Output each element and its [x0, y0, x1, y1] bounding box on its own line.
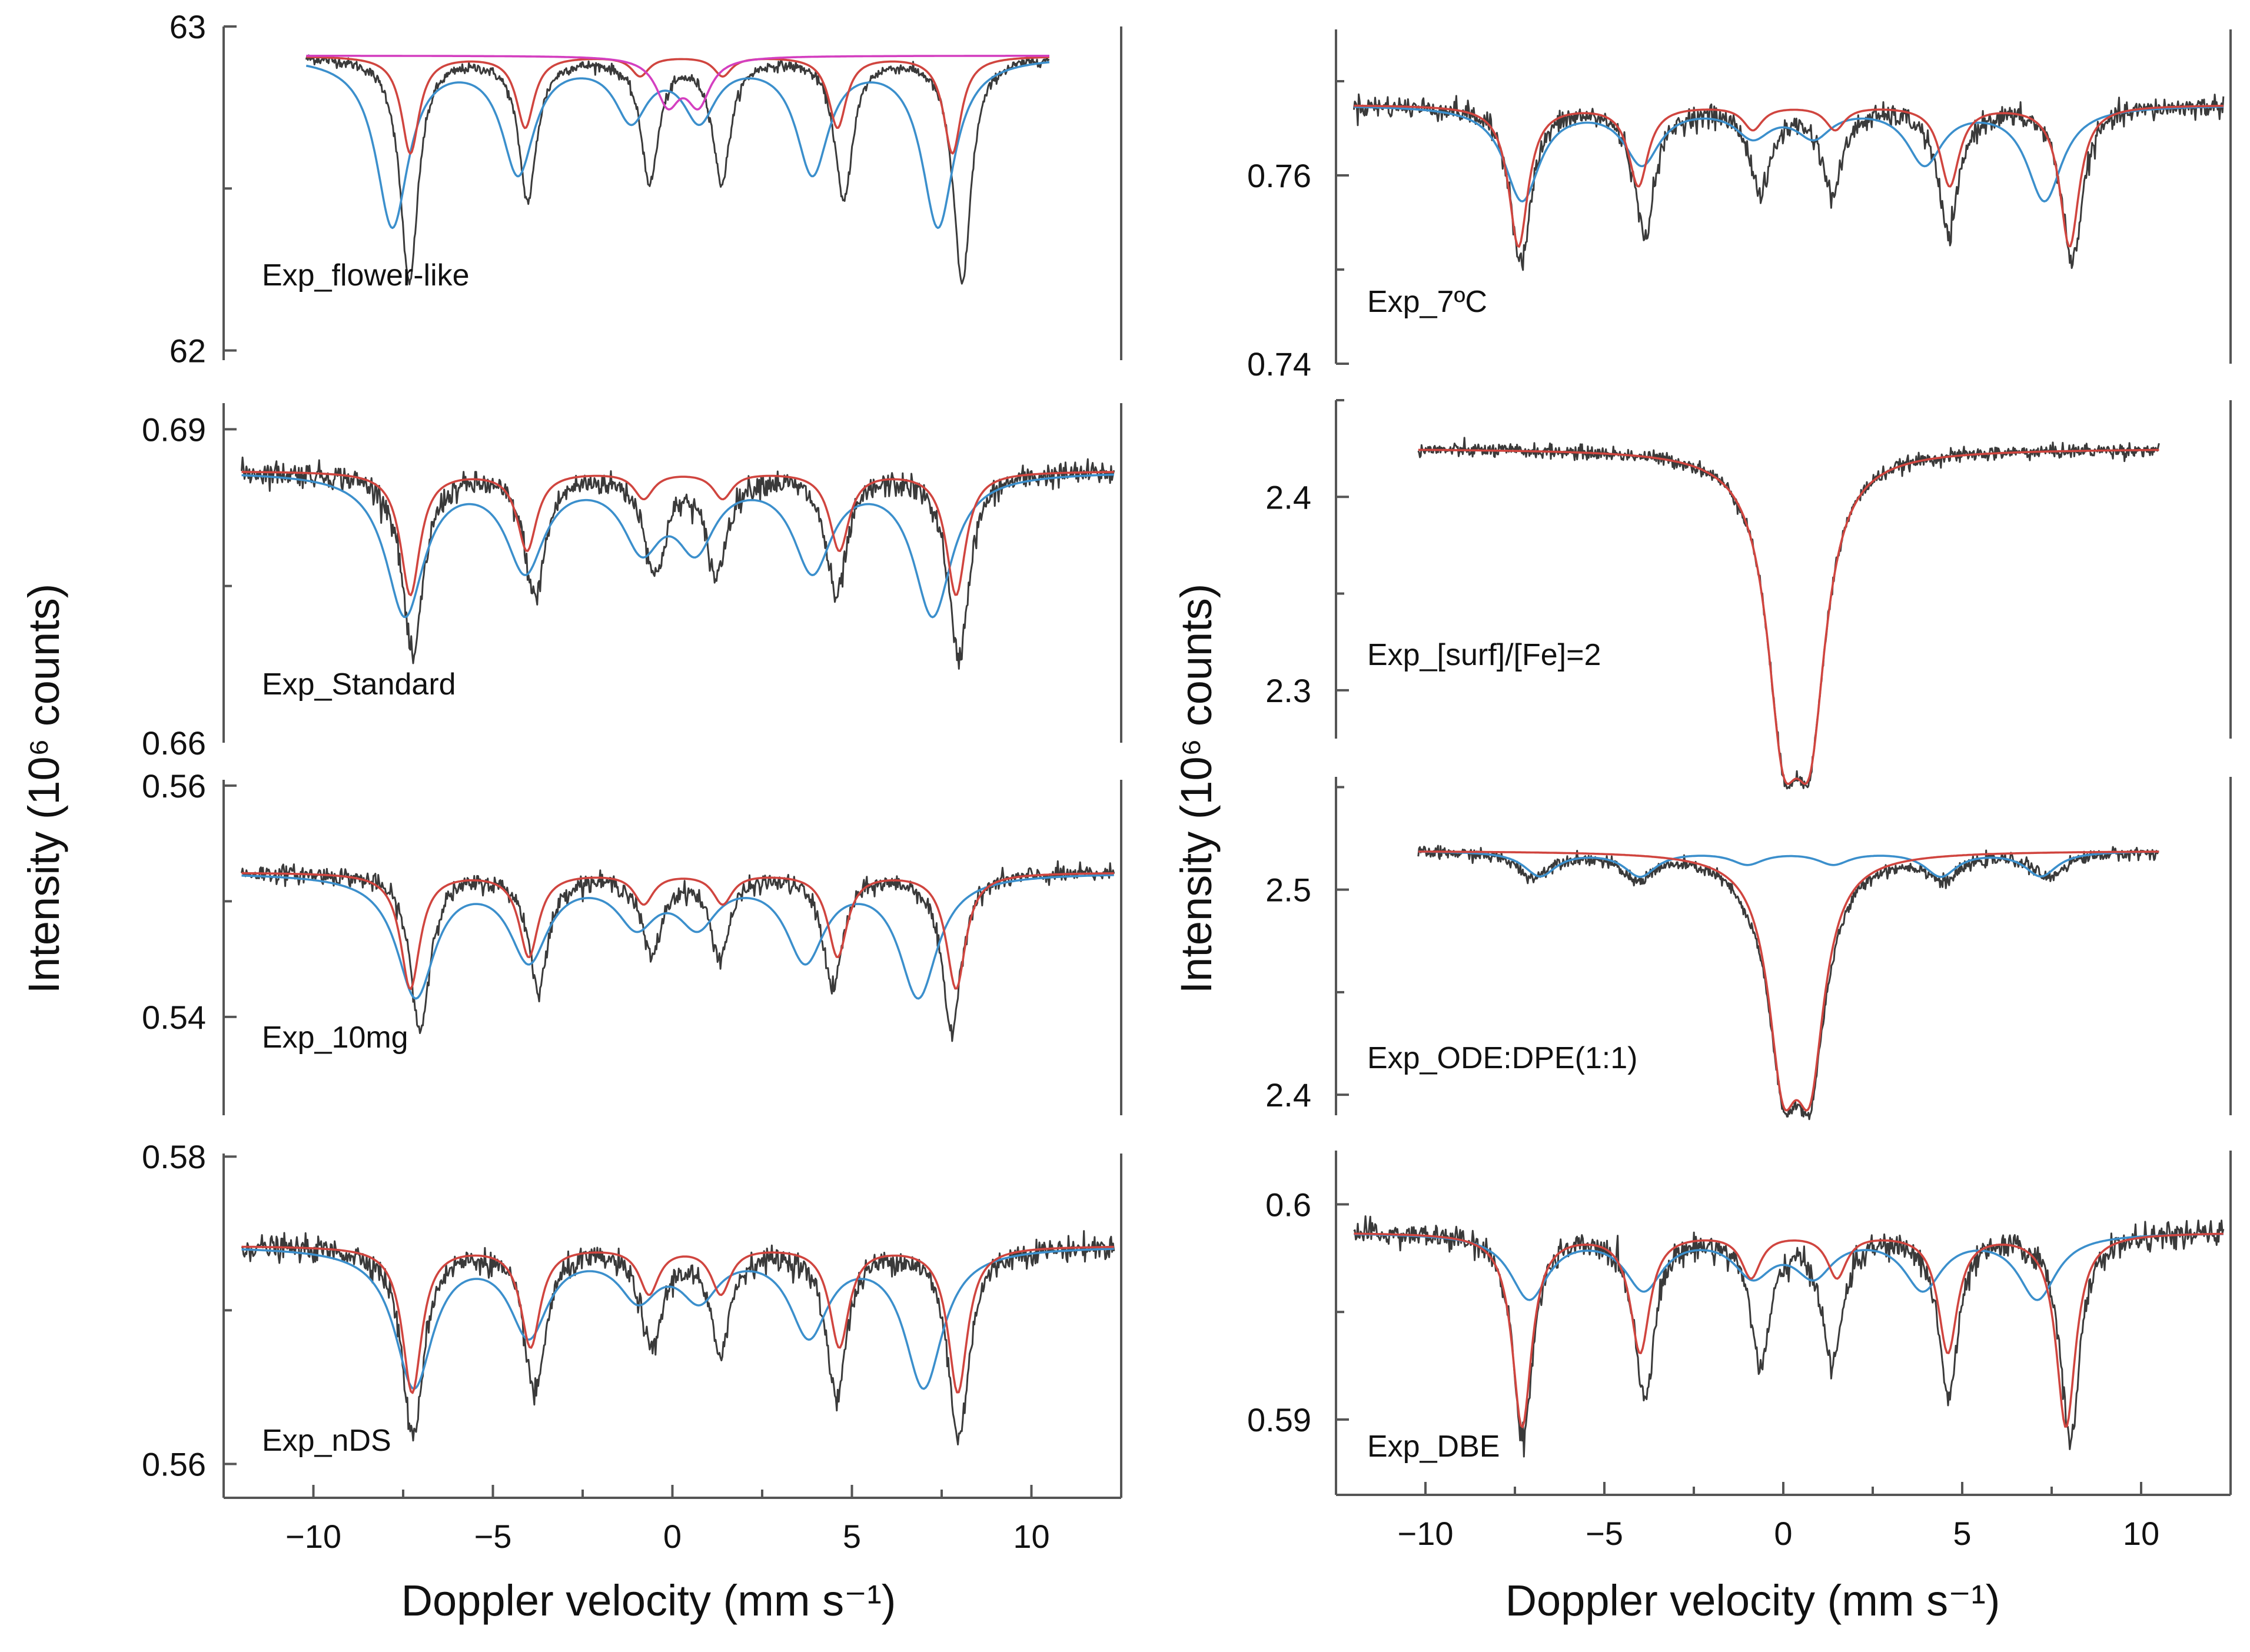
panel-label: Exp_10mg — [262, 1021, 408, 1055]
y-tick-label: 62 — [170, 332, 206, 369]
series-experimental-line — [241, 1230, 1115, 1445]
panel-8: 0.6 0.59 −10 −5 0 5 10 Exp_DBE — [1247, 1151, 2232, 1552]
y-tick-label: 2.4 — [1265, 1076, 1311, 1113]
y-tick-label: 2.3 — [1265, 672, 1311, 709]
panel-label: Exp_ODE:DPE(1:1) — [1367, 1041, 1638, 1075]
x-tick-label: −5 — [474, 1518, 512, 1555]
left-y-axis-title: Intensity (10⁶ counts) — [19, 584, 68, 994]
y-tick-label: 0.59 — [1247, 1401, 1311, 1438]
panel-5: 0.76 0.74 Exp_7ºC — [1247, 29, 2232, 383]
series-sextet-b-line — [1418, 850, 2159, 878]
series-experimental-line — [1353, 1215, 2225, 1458]
panel-1: 63 62 Exp_flower-like — [170, 8, 1122, 369]
panel-3: 0.56 0.54 Exp_10mg — [142, 767, 1122, 1115]
panel-label: Exp_7ºC — [1367, 285, 1487, 319]
x-tick-label: 0 — [663, 1518, 682, 1555]
series-experimental-line — [305, 54, 1050, 285]
y-tick-label: 0.69 — [142, 411, 206, 448]
panel-7: 2.5 2.4 Exp_ODE:DPE(1:1) — [1265, 777, 2232, 1121]
series-sextet-a-line — [241, 471, 1114, 597]
x-tick-label: 5 — [1953, 1515, 1971, 1552]
panel-label: Exp_flower-like — [262, 258, 470, 292]
panel-label: Exp_[surf]/[Fe]=2 — [1367, 638, 1601, 672]
y-tick-label: 0.54 — [142, 999, 206, 1036]
series-sextet-b-line — [1354, 105, 2224, 202]
panel-4: 0.58 0.56 −10 −5 0 5 10 Exp_nDS — [142, 1138, 1122, 1555]
x-tick-label: −10 — [1398, 1515, 1454, 1552]
series-sextet-a-line — [1418, 850, 2159, 1112]
y-tick-label: 0.56 — [142, 1446, 206, 1483]
y-tick-label: 0.76 — [1247, 157, 1311, 194]
series-sextet-b-line — [241, 874, 1114, 1000]
series-doublet-line — [306, 55, 1049, 111]
panel-label: Exp_nDS — [262, 1424, 391, 1458]
x-tick-label: 5 — [843, 1518, 861, 1555]
y-tick-label: 2.5 — [1265, 872, 1311, 909]
series-sextet-b-line — [241, 473, 1114, 619]
series-experimental-line — [1417, 845, 2159, 1121]
series-sextet-a-line — [1354, 104, 2224, 248]
panel-label: Exp_DBE — [1367, 1430, 1500, 1464]
left-x-axis-title: Doppler velocity (mm s⁻¹) — [401, 1576, 896, 1625]
y-tick-label: 63 — [170, 8, 206, 45]
right-y-axis-title: Intensity (10⁶ counts) — [1172, 584, 1221, 994]
y-tick-label: 0.6 — [1265, 1186, 1311, 1223]
x-tick-label: 10 — [1013, 1518, 1049, 1555]
series-sextet-b-line — [241, 1248, 1114, 1390]
x-tick-label: −10 — [285, 1518, 341, 1555]
series-experimental-line — [1417, 437, 2160, 790]
right-x-axis-title: Doppler velocity (mm s⁻¹) — [1505, 1576, 2000, 1625]
panel-6: 2.4 2.3 Exp_[surf]/[Fe]=2 — [1265, 399, 2232, 790]
series-sextet-a-line — [241, 1245, 1114, 1394]
series-sextet-a-line — [241, 872, 1114, 990]
x-tick-label: 10 — [2123, 1515, 2159, 1552]
series-sextet-b-line — [305, 61, 1050, 230]
y-tick-label: 0.66 — [142, 724, 206, 762]
series-sextet-b-line — [1354, 1233, 2224, 1301]
y-tick-label: 0.58 — [142, 1138, 206, 1175]
series-sextet-a-line — [1354, 1232, 2224, 1428]
series-sextet-a-line — [306, 55, 1050, 155]
series-experimental-line — [241, 456, 1115, 670]
y-tick-label: 0.74 — [1247, 345, 1311, 383]
panel-2: 0.69 0.66 Exp_Standard — [142, 403, 1122, 762]
x-tick-label: −5 — [1586, 1515, 1623, 1552]
panels-group: 6362Exp_flower-like0.690.66Exp_Standard0… — [142, 8, 2232, 1555]
series-sextet-a-line — [1418, 448, 2159, 785]
y-tick-label: 2.4 — [1265, 478, 1311, 516]
x-tick-label: 0 — [1774, 1515, 1792, 1552]
panel-label: Exp_Standard — [262, 667, 456, 702]
y-tick-label: 0.56 — [142, 767, 206, 805]
